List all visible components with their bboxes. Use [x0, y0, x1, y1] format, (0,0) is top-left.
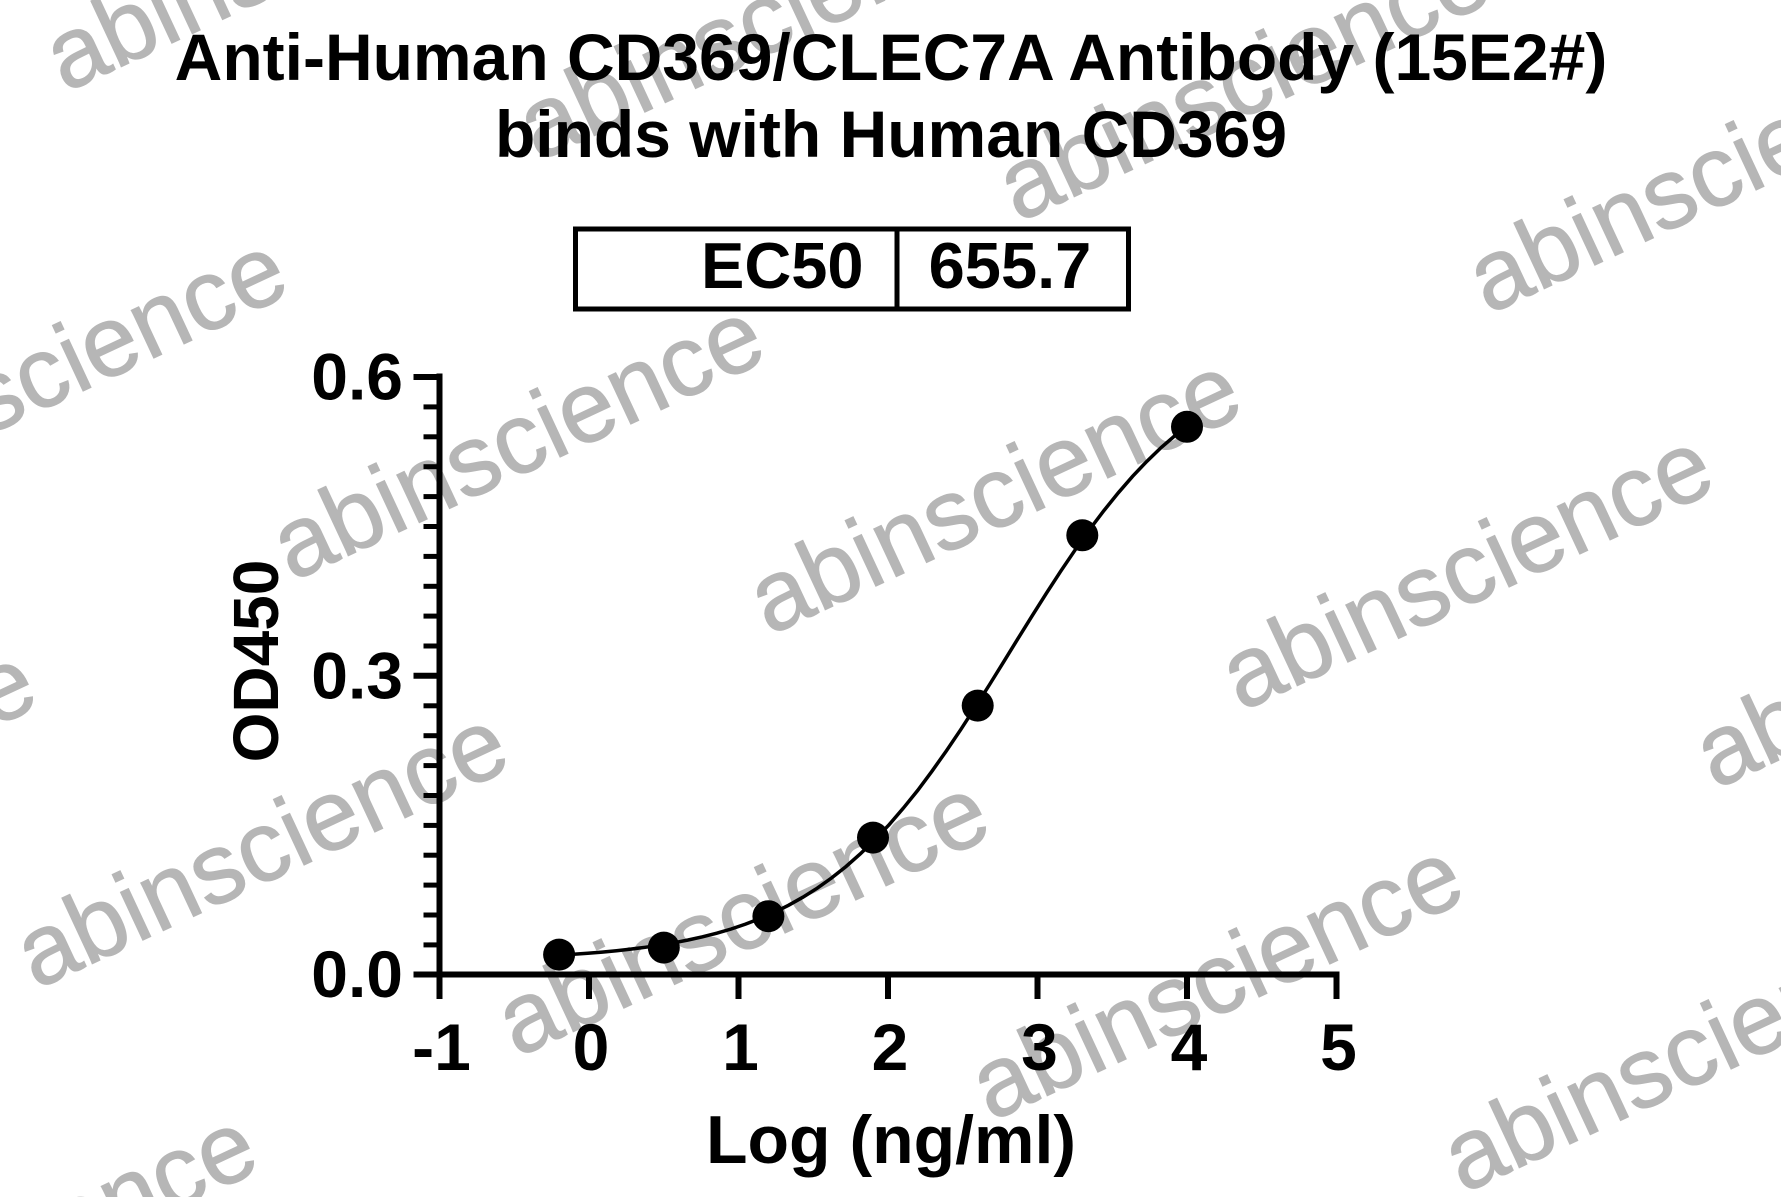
svg-text:3: 3 — [1021, 1010, 1058, 1084]
svg-text:-1: -1 — [412, 1010, 471, 1084]
svg-text:1: 1 — [722, 1010, 759, 1084]
svg-text:2: 2 — [872, 1010, 909, 1084]
svg-text:binds with Human CD369: binds with Human CD369 — [495, 97, 1287, 171]
svg-text:0.0: 0.0 — [311, 937, 403, 1011]
svg-text:655.7: 655.7 — [929, 229, 1092, 302]
svg-text:Anti-Human CD369/CLEC7A Antibo: Anti-Human CD369/CLEC7A Antibody (15E2#) — [175, 20, 1608, 94]
svg-text:0.6: 0.6 — [311, 340, 403, 414]
svg-text:5: 5 — [1320, 1010, 1357, 1084]
svg-text:0: 0 — [573, 1010, 610, 1084]
svg-text:4: 4 — [1171, 1010, 1208, 1084]
svg-text:0.3: 0.3 — [311, 638, 403, 712]
svg-text:EC50: EC50 — [701, 229, 864, 302]
svg-text:Log (ng/ml): Log (ng/ml) — [706, 1102, 1076, 1178]
svg-text:OD450: OD450 — [220, 560, 292, 763]
